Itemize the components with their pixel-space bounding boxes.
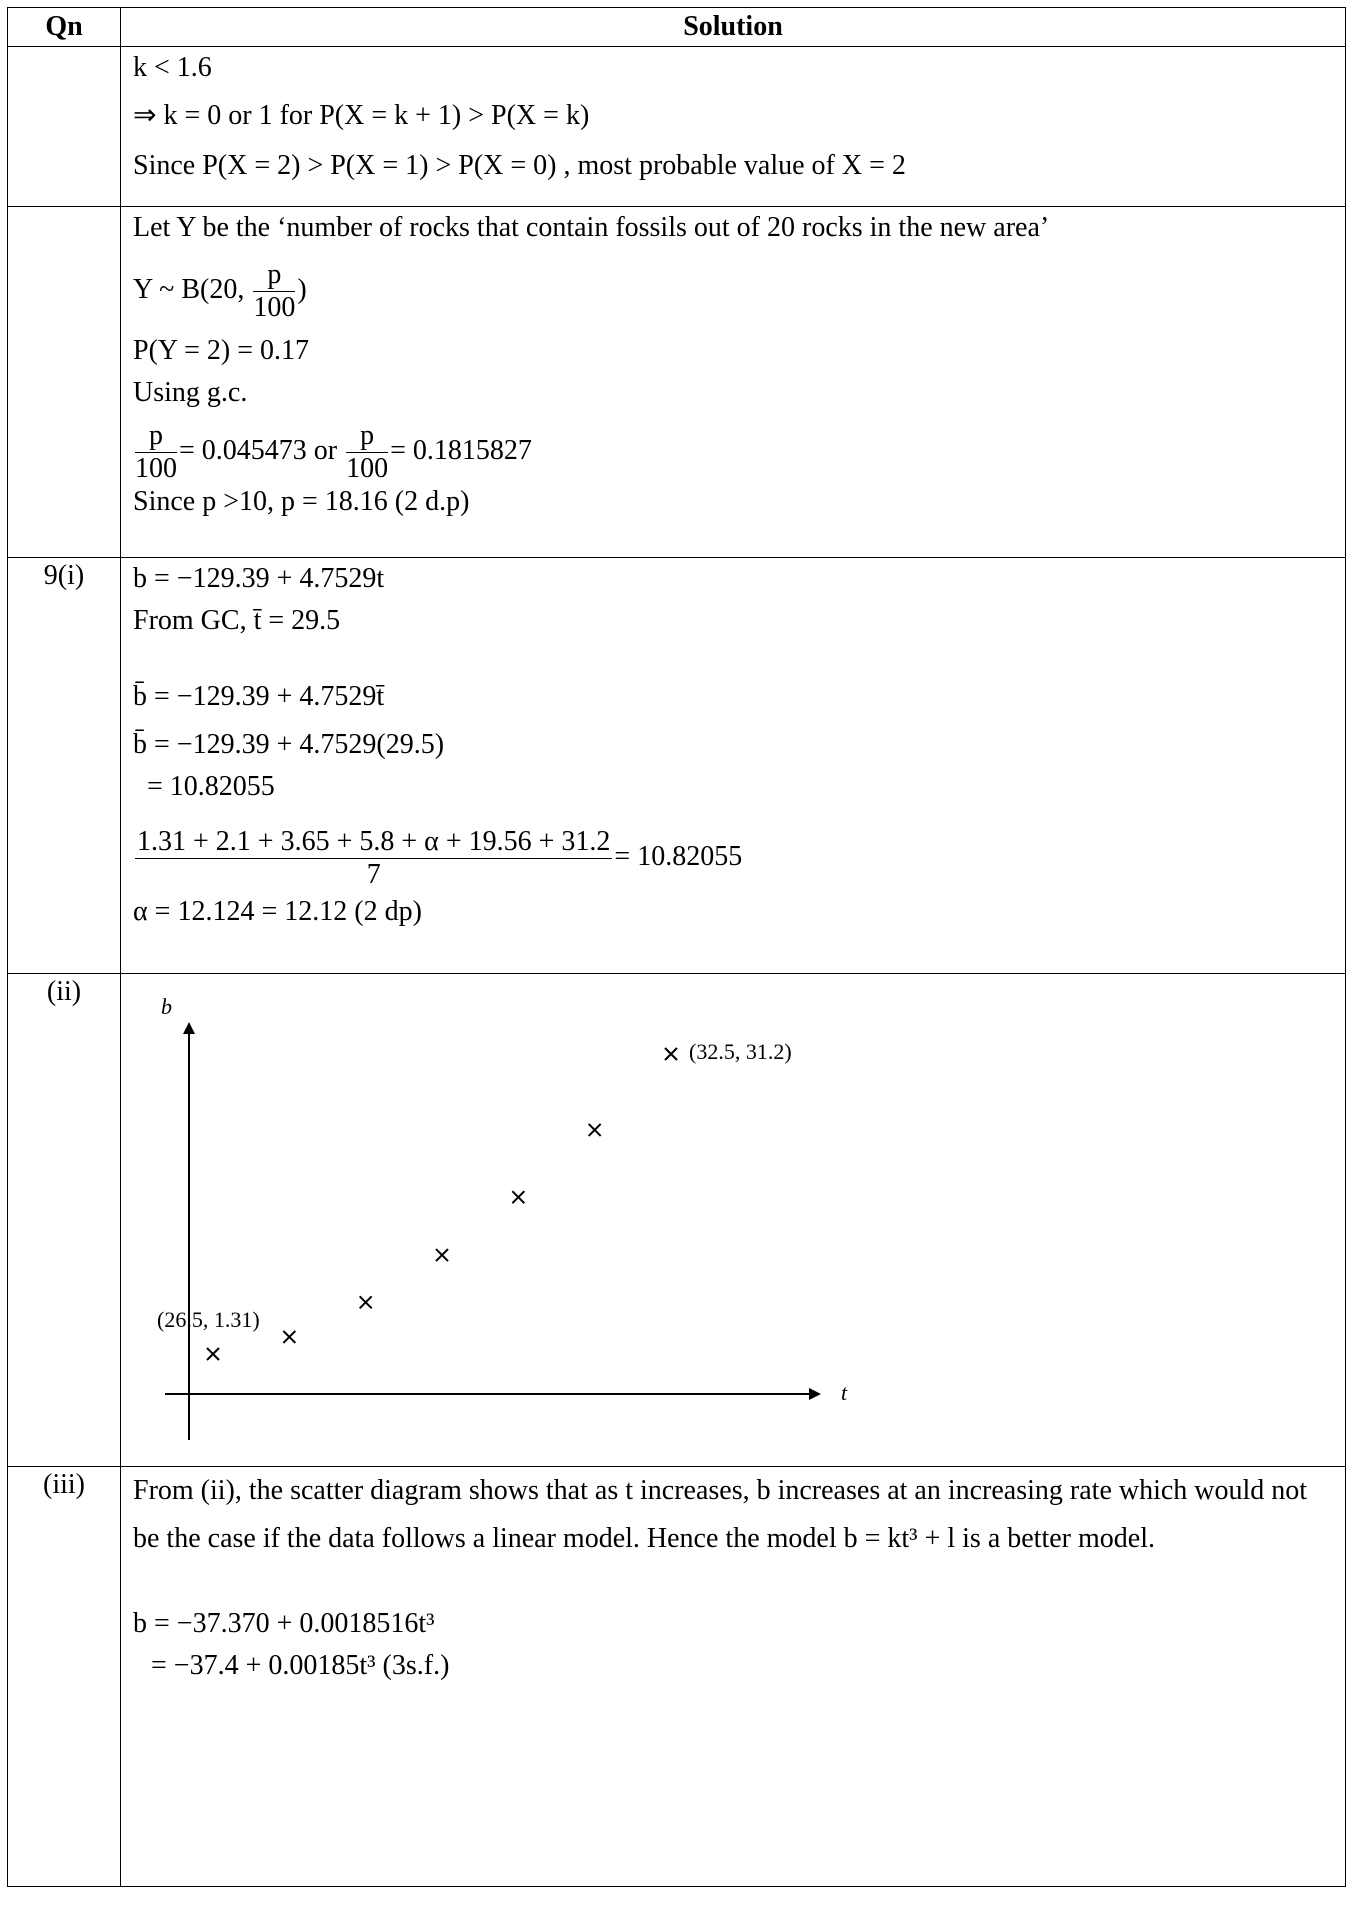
solution-line: From GC, t̄ = 29.5: [133, 605, 341, 636]
scatter-point: [511, 1190, 526, 1204]
denominator: 100: [135, 453, 177, 484]
numerator: 1.31 + 2.1 + 3.65 + 5.8 + α + 19.56 + 31…: [135, 826, 613, 859]
text: = 10.82055: [614, 840, 743, 872]
scatter-point: [587, 1123, 602, 1137]
qn-header: Qn: [7, 7, 121, 47]
qn-cell: 9(i): [7, 557, 121, 974]
last-point-label: (32.5, 31.2): [689, 1039, 792, 1064]
fraction: 1.31 + 2.1 + 3.65 + 5.8 + α + 19.56 + 31…: [135, 826, 613, 891]
solution-line: Since p >10, p = 18.16 (2 d.p): [133, 486, 470, 517]
text: ): [297, 273, 307, 305]
solution-line: p 100 = 0.045473 or p 100 = 0.1815827: [133, 420, 1337, 485]
numerator: p: [135, 420, 177, 453]
qn-cell: [7, 46, 121, 207]
solution-line: b̄ = −129.39 + 4.7529(29.5): [133, 729, 445, 760]
x-axis-label: t: [841, 1380, 848, 1405]
solution-line: = −37.4 + 0.00185t³ (3s.f.): [151, 1650, 450, 1681]
solution-line: P(Y = 2) = 0.17: [133, 335, 309, 366]
solution-cell: b t (26.5, 1.31) (32.5, 31.2): [120, 973, 1346, 1467]
solution-line: ⇒ k = 0 or 1 for P(X = k + 1) > P(X = k): [133, 100, 590, 131]
scatter-point: [206, 1347, 220, 1361]
solution-line: Y ~ B(20, p 100): [133, 259, 1337, 324]
solution-line: b̄ = −129.39 + 4.7529t̄: [133, 681, 385, 712]
solution-line: k < 1.6: [133, 52, 212, 83]
scatter-point: [435, 1248, 449, 1262]
qn-cell: [7, 206, 121, 558]
table-row: 9(i) b = −129.39 + 4.7529t From GC, t̄ =…: [7, 557, 1346, 974]
scatter-point: [664, 1047, 678, 1061]
qn-cell: (iii): [7, 1466, 121, 1887]
first-point-label: (26.5, 1.31): [157, 1307, 260, 1332]
solution-cell: From (ii), the scatter diagram shows tha…: [120, 1466, 1346, 1887]
solution-line: Using g.c.: [133, 377, 248, 408]
table-row: Let Y be the ‘number of rocks that conta…: [7, 206, 1346, 558]
solution-header: Solution: [120, 7, 1346, 47]
table-row: (iii) From (ii), the scatter diagram sho…: [7, 1466, 1346, 1887]
solution-line: b = −129.39 + 4.7529t: [133, 563, 385, 594]
denominator: 7: [366, 859, 381, 890]
denominator: 100: [253, 292, 296, 323]
solution-line: 1.31 + 2.1 + 3.65 + 5.8 + α + 19.56 + 31…: [133, 826, 1337, 891]
solution-cell: Let Y be the ‘number of rocks that conta…: [120, 206, 1346, 558]
solution-line: = 10.82055: [147, 771, 275, 802]
scatter-point: [282, 1330, 297, 1344]
solution-line: Let Y be the ‘number of rocks that conta…: [133, 212, 1050, 243]
text: = 0.045473 or: [179, 434, 345, 466]
solution-paragraph: From (ii), the scatter diagram shows tha…: [133, 1475, 1308, 1554]
numerator: p: [346, 420, 389, 453]
scatter-point: [358, 1295, 373, 1309]
fraction: p 100: [135, 420, 177, 485]
table-row: (ii) b t (26.5, 1.31) (32.5, 31.2): [7, 973, 1346, 1467]
solution-table: Qn Solution k < 1.6 ⇒ k = 0 or 1 for P(X…: [7, 7, 1346, 1887]
text: = 0.1815827: [390, 434, 532, 466]
table-row: k < 1.6 ⇒ k = 0 or 1 for P(X = k + 1) > …: [7, 46, 1346, 207]
scatter-diagram: b t (26.5, 1.31) (32.5, 31.2): [157, 994, 848, 1440]
solution-line: Since P(X = 2) > P(X = 1) > P(X = 0) , m…: [133, 150, 906, 181]
fraction: p 100: [253, 259, 296, 324]
solution-cell: b = −129.39 + 4.7529t From GC, t̄ = 29.5…: [120, 557, 1346, 974]
y-axis-label: b: [161, 994, 172, 1019]
numerator: p: [253, 259, 296, 292]
solution-line: α = 12.124 = 12.12 (2 dp): [133, 896, 422, 927]
fraction: p 100: [346, 420, 389, 485]
solution-cell: k < 1.6 ⇒ k = 0 or 1 for P(X = k + 1) > …: [120, 46, 1346, 207]
solution-line: b = −37.370 + 0.0018516t³: [133, 1608, 435, 1639]
qn-cell: (ii): [7, 973, 121, 1467]
text: Y ~ B(20,: [133, 273, 252, 305]
denominator: 100: [346, 453, 389, 484]
